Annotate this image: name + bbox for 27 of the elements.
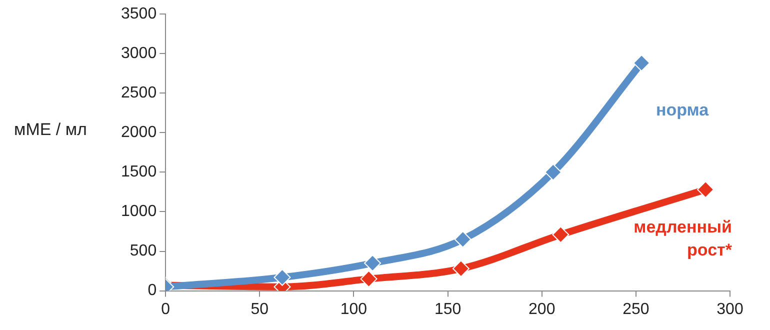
- y-tick-label: 2500: [121, 84, 157, 102]
- series-label: медленный рост*: [634, 217, 732, 260]
- y-axis-title: мМЕ / мл: [14, 120, 87, 139]
- y-tick-label: 500: [130, 242, 157, 260]
- x-tick-label: 150: [434, 300, 462, 318]
- y-tick-label: 2000: [121, 124, 157, 142]
- point: [364, 254, 382, 272]
- x-tick-label: 250: [622, 300, 650, 318]
- point: [454, 230, 472, 248]
- point: [697, 181, 714, 198]
- x-tick-label: 300: [716, 300, 744, 318]
- x-tick-label: 0: [161, 300, 170, 318]
- point: [633, 54, 650, 72]
- series-label: норма: [656, 100, 710, 120]
- y-tick-label: 1000: [121, 203, 157, 220]
- x-tick-label: 100: [340, 300, 368, 318]
- point: [452, 260, 470, 278]
- point: [552, 226, 570, 244]
- y-tick-label: 3500: [121, 5, 157, 22]
- y-tick-label: 0: [148, 282, 157, 300]
- point: [360, 270, 378, 288]
- point: [274, 268, 291, 286]
- x-tick-label: 50: [250, 300, 269, 318]
- y-tick-label: 3000: [121, 44, 157, 62]
- x-tick-label: 200: [528, 300, 556, 318]
- y-tick-label: 1500: [121, 164, 157, 181]
- point: [544, 164, 562, 181]
